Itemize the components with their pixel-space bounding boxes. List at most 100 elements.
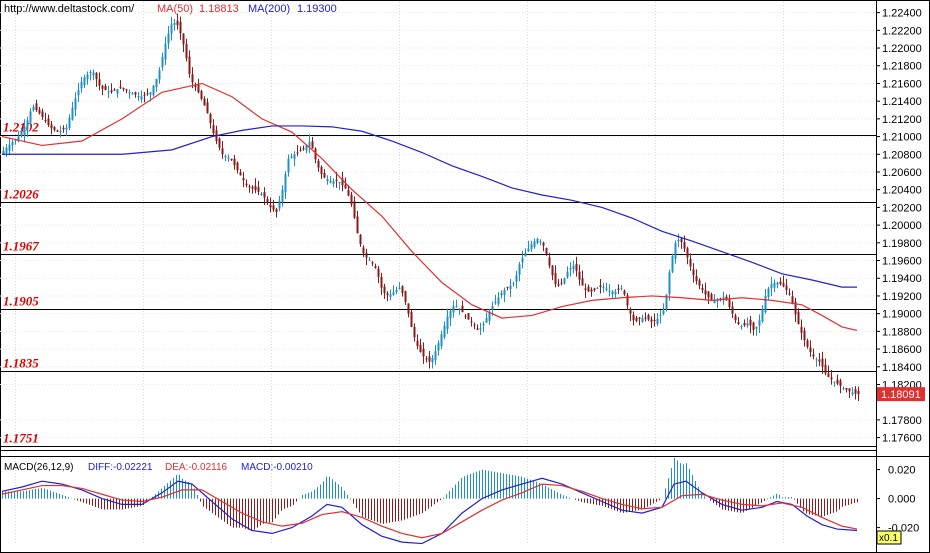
- macd-diff-line: [1, 477, 858, 545]
- candle-down: [779, 281, 782, 285]
- macd-dea-label: DEA:-0.02116: [165, 462, 228, 473]
- price-tick-label: 1.18400: [882, 362, 922, 374]
- level-label: 1.2026: [3, 187, 39, 202]
- candle-down: [584, 288, 587, 291]
- candle-up: [446, 316, 449, 329]
- candle-down: [728, 298, 731, 308]
- candle-up: [500, 292, 503, 296]
- macd-title: MACD(26,12,9): [4, 462, 74, 473]
- price-tick-label: 1.21000: [882, 132, 922, 144]
- macd-diff-label: DIFF:-0.02221: [88, 462, 153, 473]
- candle-up: [671, 256, 674, 272]
- candle-down: [578, 271, 581, 280]
- zoom-badge[interactable]: [876, 530, 902, 545]
- candle-down: [467, 313, 470, 320]
- candle-up: [503, 290, 506, 295]
- candle-up: [440, 334, 443, 347]
- candle-up: [20, 131, 23, 137]
- candle-down: [401, 286, 404, 293]
- candle-down: [809, 347, 812, 353]
- price-tick-label: 1.20800: [882, 149, 922, 161]
- candle-down: [185, 43, 188, 59]
- candle-up: [530, 244, 533, 249]
- candle-down: [413, 326, 416, 338]
- candle-down: [380, 277, 383, 288]
- candle-up: [539, 241, 542, 243]
- candle-up: [227, 157, 230, 159]
- candle-up: [443, 325, 446, 338]
- ma200-line: [2, 125, 857, 288]
- candle-down: [50, 124, 53, 129]
- candle-down: [302, 148, 305, 150]
- candle-down: [53, 127, 56, 130]
- candle-down: [623, 290, 626, 295]
- candle-down: [122, 87, 125, 90]
- candle-up: [452, 306, 455, 313]
- candle-up: [137, 95, 140, 98]
- macd-tick-label: 0.000: [888, 494, 916, 506]
- candle-up: [677, 239, 680, 242]
- candle-down: [812, 354, 815, 357]
- level-label: 1.1751: [3, 431, 39, 446]
- candle-up: [740, 326, 743, 328]
- candle-down: [743, 322, 746, 326]
- candle-up: [509, 285, 512, 290]
- candle-down: [419, 344, 422, 353]
- candle-down: [344, 184, 347, 189]
- candle-down: [251, 186, 254, 189]
- candle-down: [737, 322, 740, 324]
- candle-up: [572, 265, 575, 269]
- candle-down: [41, 111, 44, 118]
- candle-down: [236, 162, 239, 171]
- candle-down: [548, 257, 551, 266]
- candle-up: [17, 136, 20, 142]
- candle-down: [470, 321, 473, 323]
- candle-up: [11, 141, 14, 146]
- candle-down: [179, 21, 182, 34]
- candle-up: [173, 22, 176, 26]
- ma50-value: 1.18813: [199, 3, 239, 15]
- candle-down: [653, 319, 656, 322]
- candle-down: [704, 290, 707, 295]
- candle-up: [155, 79, 158, 88]
- candle-down: [296, 152, 299, 154]
- candle-up: [392, 292, 395, 295]
- candle-down: [632, 314, 635, 321]
- candle-down: [710, 294, 713, 300]
- candle-down: [476, 328, 479, 330]
- candle-up: [77, 90, 80, 96]
- candle-up: [656, 318, 659, 324]
- candle-down: [194, 85, 197, 88]
- price-tick-label: 1.19800: [882, 238, 922, 250]
- zoom-label[interactable]: x0.1: [879, 533, 898, 544]
- candle-down: [731, 306, 734, 314]
- candle-down: [44, 120, 47, 122]
- price-tick-label: 1.22200: [882, 25, 922, 37]
- candle-up: [89, 71, 92, 73]
- candle-down: [101, 85, 104, 89]
- candle-down: [62, 127, 65, 130]
- candle-up: [770, 284, 773, 289]
- candle-down: [356, 216, 359, 234]
- candle-up: [776, 282, 779, 285]
- candle-up: [665, 294, 668, 309]
- candle-up: [284, 174, 287, 193]
- header-url[interactable]: http://www.deltastock.com/: [4, 3, 135, 15]
- price-tick-label: 1.19400: [882, 273, 922, 285]
- candle-up: [485, 318, 488, 323]
- candle-up: [842, 388, 845, 390]
- candle-down: [242, 177, 245, 181]
- candle-down: [362, 247, 365, 254]
- candle-down: [824, 364, 827, 374]
- candle-down: [320, 167, 323, 175]
- candle-up: [674, 242, 677, 259]
- candle-down: [353, 201, 356, 218]
- candle-down: [383, 286, 386, 293]
- candle-up: [746, 323, 749, 326]
- candle-up: [140, 96, 143, 100]
- price-tick-label: 1.20200: [882, 202, 922, 214]
